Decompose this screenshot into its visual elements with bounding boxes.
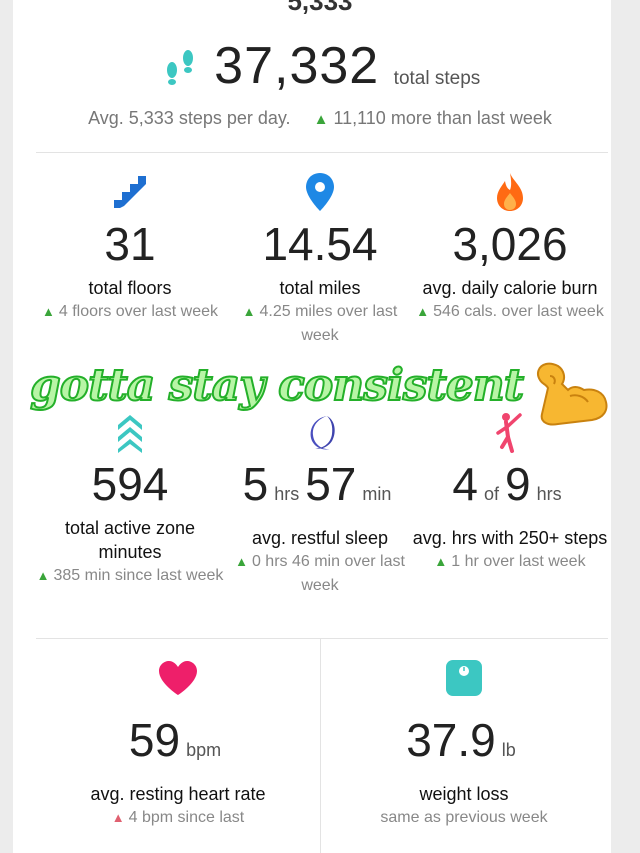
weight-stat[interactable]: 37.9 lb weight loss same as previous week — [366, 656, 562, 830]
hours-of: of — [483, 484, 499, 504]
divider — [36, 638, 608, 639]
divider — [36, 152, 608, 153]
active-zone-stat[interactable]: 594 total active zone minutes ▲ 385 min s… — [32, 410, 228, 588]
up-arrow-icon: ▲ — [111, 810, 125, 825]
floors-stat[interactable]: 31 total floors ▲ 4 floors over last week — [32, 170, 228, 324]
up-arrow-icon: ▲ — [36, 568, 50, 583]
sleep-hours-unit: hrs — [274, 484, 300, 504]
weekly-summary-card — [13, 0, 611, 853]
sleep-value: 5 hrs 57 min — [222, 456, 418, 522]
floors-title: total floors — [88, 278, 172, 298]
heart-rate-unit: bpm — [186, 740, 222, 760]
up-arrow-icon: ▲ — [41, 304, 55, 319]
muscle-emoji — [532, 358, 612, 428]
weight-title: weight loss — [419, 784, 509, 804]
miles-stat[interactable]: 14.54 total miles ▲ 4.25 miles over last … — [222, 170, 418, 348]
active-zone-title: total active zone minutes — [64, 518, 196, 562]
heart-rate-delta: 4 bpm since last — [128, 809, 245, 826]
sleep-hours: 5 — [242, 458, 269, 510]
stairs-icon — [32, 170, 228, 214]
active-zone-delta: 385 min since last week — [53, 567, 224, 584]
heart-rate-value: 59 bpm — [80, 712, 276, 778]
steps-label: total steps — [393, 68, 481, 90]
up-arrow-icon: ▲ — [313, 111, 329, 128]
calories-delta: 546 cals. over last week — [433, 303, 604, 320]
up-arrow-icon: ▲ — [242, 304, 256, 319]
divider — [320, 639, 321, 853]
flame-icon — [412, 170, 608, 214]
heart-rate-title: avg. resting heart rate — [90, 784, 266, 804]
calories-value: 3,026 — [452, 218, 568, 270]
up-arrow-icon: ▲ — [235, 554, 248, 569]
sleep-title: avg. restful sleep — [251, 528, 389, 548]
steps-value: 37,332 — [214, 37, 380, 95]
location-pin-icon — [222, 170, 418, 214]
active-zone-icon — [32, 410, 228, 454]
footsteps-icon — [160, 46, 200, 86]
sleep-delta: 0 hrs 46 min over last week — [251, 553, 405, 594]
scale-icon — [366, 656, 562, 700]
sleep-stat[interactable]: 5 hrs 57 min avg. restful sleep ▲ 0 hrs 46 m… — [222, 410, 418, 598]
floors-delta: 4 floors over last week — [58, 303, 219, 320]
up-arrow-icon: ▲ — [416, 304, 430, 319]
hours-total: 9 — [505, 458, 531, 510]
weight-unit: lb — [501, 740, 516, 760]
cut-off-value: 5,333 — [287, 0, 353, 16]
hourly-steps-stat[interactable]: 4 of 9 hrs avg. hrs with 250+ steps ▲ 1 hr o… — [412, 410, 608, 574]
calories-stat[interactable]: 3,026 avg. daily calorie burn ▲ 546 cals.… — [412, 170, 608, 324]
hourly-steps-delta: 1 hr over last week — [451, 553, 586, 570]
hours-unit: hrs — [536, 484, 562, 504]
steps-subtext: Avg. 5,333 steps per day. ▲ 11,110 more … — [0, 108, 640, 129]
hourly-steps-value: 4 of 9 hrs — [412, 456, 608, 522]
overlay-caption: gotta stay consistent — [29, 359, 525, 412]
person-stretch-icon — [412, 410, 608, 454]
sleep-minutes-unit: min — [362, 484, 392, 504]
floors-value: 31 — [104, 218, 156, 270]
weight-value: 37.9 lb — [366, 712, 562, 778]
weight-delta: same as previous week — [380, 809, 548, 826]
active-zone-value: 594 — [91, 458, 169, 510]
weight-number: 37.9 — [406, 714, 496, 766]
miles-delta: 4.25 miles over last week — [259, 303, 398, 344]
up-arrow-icon: ▲ — [434, 554, 448, 569]
steps-delta: 11,110 more than last week — [333, 108, 552, 128]
hourly-steps-title: avg. hrs with 250+ steps — [412, 528, 608, 548]
miles-title: total miles — [279, 278, 361, 298]
calories-title: avg. daily calorie burn — [422, 278, 598, 298]
heart-icon — [80, 656, 276, 700]
hours-achieved: 4 — [452, 458, 478, 510]
moon-icon — [222, 410, 418, 454]
sleep-minutes: 57 — [305, 458, 357, 510]
steps-summary: 37,332 total steps — [0, 36, 640, 96]
heart-rate-stat[interactable]: 59 bpm avg. resting heart rate ▲ 4 bpm sin… — [80, 656, 276, 830]
heart-rate-number: 59 — [128, 714, 181, 766]
miles-value: 14.54 — [262, 218, 378, 270]
steps-average: Avg. 5,333 steps per day. — [88, 108, 291, 128]
